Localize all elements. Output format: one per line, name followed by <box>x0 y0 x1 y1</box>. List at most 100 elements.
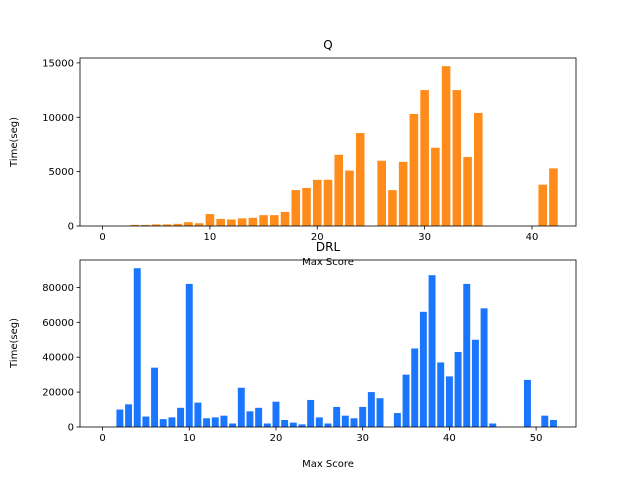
q-bar <box>323 179 333 226</box>
drl-bar <box>185 283 193 427</box>
q-bar <box>130 224 140 226</box>
drl-bar <box>428 275 436 427</box>
drl-bar <box>151 367 159 427</box>
drl-bar <box>463 283 471 427</box>
drl-bar <box>480 308 488 427</box>
drl-y-tick-label: 40000 <box>42 353 74 364</box>
q-bar <box>280 211 290 226</box>
drl-bar <box>454 351 462 427</box>
drl-bar <box>289 422 297 427</box>
q-bar <box>452 90 462 226</box>
drl-y-axis-label: Time(seg) <box>9 318 20 369</box>
drl-bar <box>359 406 367 427</box>
q-y-tick-label: 0 <box>68 222 74 233</box>
drl-bar <box>220 415 228 427</box>
drl-bar <box>203 418 211 427</box>
drl-bar <box>263 423 271 427</box>
q-bar <box>345 170 354 226</box>
drl-bar <box>168 417 176 427</box>
drl-subplot: DRL 0 10 20 30 40 50 0 20000 40000 60000 80000 Ma… <box>9 240 577 470</box>
q-y-tick-label: 5000 <box>49 167 74 178</box>
q-title: Q <box>323 38 332 52</box>
q-x-ticks: 0 10 20 30 40 <box>99 226 538 243</box>
q-x-axis-label: Max Score <box>302 257 354 268</box>
q-bars <box>130 66 558 227</box>
q-bar <box>291 190 301 226</box>
q-bar <box>431 147 440 226</box>
drl-y-tick-label: 0 <box>68 423 74 434</box>
q-bar <box>398 161 408 226</box>
drl-x-tick-label: 40 <box>443 433 456 444</box>
q-y-tick-label: 10000 <box>42 113 74 124</box>
drl-x-axis-label: Max Score <box>302 459 354 470</box>
q-bar <box>248 217 258 226</box>
q-axes-frame <box>79 57 577 227</box>
drl-bar <box>315 417 323 427</box>
drl-bar <box>281 420 289 427</box>
drl-bar <box>437 362 445 427</box>
q-bar <box>173 223 182 226</box>
q-bar <box>205 214 215 226</box>
drl-title: DRL <box>316 240 341 254</box>
drl-bar <box>376 398 384 427</box>
drl-bar <box>211 417 219 427</box>
q-y-tick-label: 15000 <box>42 58 74 69</box>
drl-bar <box>255 407 263 427</box>
q-bar <box>474 112 483 226</box>
drl-y-tick-label: 20000 <box>42 388 74 399</box>
q-bar <box>441 66 451 227</box>
q-bar <box>184 222 193 226</box>
q-bar <box>151 224 161 226</box>
drl-bar <box>307 399 315 427</box>
drl-bar <box>471 339 479 427</box>
q-bar <box>409 114 419 226</box>
q-bar <box>334 154 344 226</box>
drl-bar <box>333 406 341 427</box>
q-bar <box>420 90 429 226</box>
q-y-ticks: 0 5000 10000 15000 <box>42 58 80 233</box>
q-bar <box>194 223 204 226</box>
drl-bar <box>341 415 349 427</box>
q-bar <box>549 168 558 226</box>
q-bar <box>162 224 172 226</box>
drl-bar <box>350 418 358 427</box>
q-x-tick-label: 30 <box>418 232 431 243</box>
drl-bar <box>133 268 141 427</box>
drl-bar <box>411 348 419 427</box>
drl-axes-frame <box>79 259 577 428</box>
q-x-tick-label: 0 <box>99 232 105 243</box>
drl-bar <box>194 402 202 427</box>
drl-y-tick-label: 80000 <box>42 283 74 294</box>
q-x-tick-label: 40 <box>526 232 539 243</box>
drl-x-tick-label: 50 <box>530 433 543 444</box>
q-bar <box>141 224 150 226</box>
drl-bar <box>246 411 254 427</box>
drl-y-ticks: 0 20000 40000 60000 80000 <box>42 283 80 434</box>
drl-y-tick-label: 60000 <box>42 318 74 329</box>
q-bar <box>270 215 279 226</box>
drl-x-tick-label: 20 <box>270 433 283 444</box>
q-bar <box>377 160 386 226</box>
drl-bar <box>125 404 133 427</box>
q-bar <box>388 190 397 226</box>
drl-bar <box>523 379 531 427</box>
q-bar <box>227 219 236 226</box>
drl-bar <box>159 419 167 427</box>
q-bar <box>216 218 225 226</box>
q-subplot: Q 0 10 20 30 40 0 5000 10000 15000 Max Score Ti… <box>9 38 577 268</box>
q-x-tick-label: 20 <box>311 232 324 243</box>
drl-bar <box>445 376 453 427</box>
drl-bar <box>393 413 401 427</box>
drl-bar <box>324 423 332 427</box>
drl-bar <box>229 423 237 427</box>
drl-bar <box>272 401 280 427</box>
drl-x-tick-label: 10 <box>183 433 196 444</box>
drl-bar <box>142 416 150 427</box>
drl-bar <box>402 374 410 427</box>
drl-bar <box>116 409 124 427</box>
q-bar <box>312 179 322 226</box>
drl-bar <box>367 392 375 427</box>
drl-bar <box>549 420 557 427</box>
drl-bar <box>177 407 185 427</box>
